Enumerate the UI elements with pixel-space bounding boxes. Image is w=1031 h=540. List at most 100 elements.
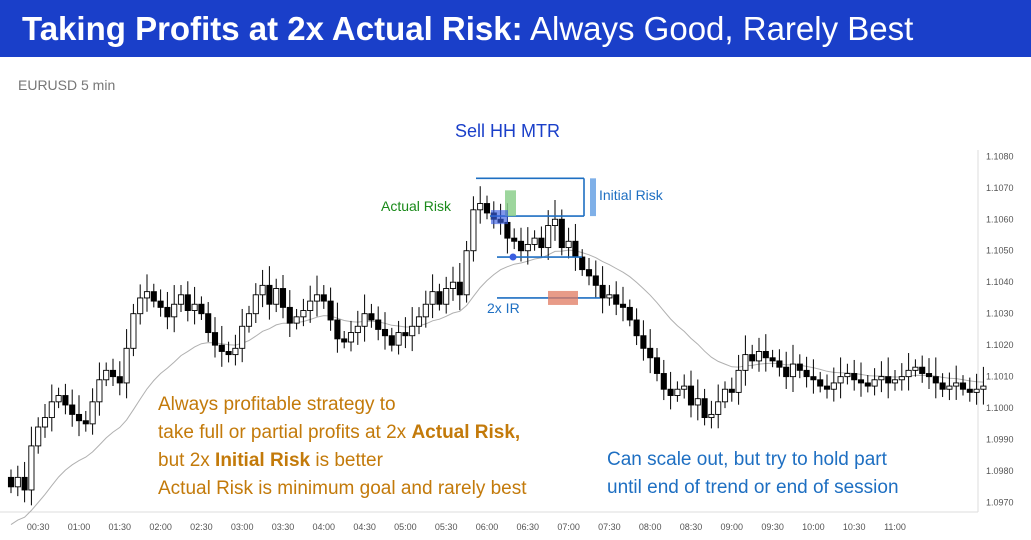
price-tick-label: 1.1030: [986, 309, 1014, 319]
candle-body: [483, 203, 491, 214]
candle-body: [776, 360, 783, 368]
candle-body: [687, 385, 695, 406]
title-bold: Taking Profits at 2x Actual Risk:: [22, 10, 523, 47]
candle-body: [939, 382, 946, 390]
candle-body: [558, 218, 565, 249]
time-tick-label: 01:30: [109, 522, 132, 532]
candle-body: [667, 388, 674, 396]
candle-body: [361, 313, 368, 327]
candle-body: [150, 291, 157, 302]
candle-body: [796, 363, 803, 371]
title-banner: Taking Profits at 2x Actual Risk: Always…: [0, 0, 1031, 57]
candle-body: [538, 237, 545, 249]
time-tick-label: 06:30: [517, 522, 540, 532]
candle-body: [41, 417, 49, 428]
price-tick-label: 1.1000: [986, 403, 1014, 413]
moving-average-line: [10, 249, 984, 526]
time-tick-label: 02:30: [190, 522, 213, 532]
time-tick-label: 10:30: [843, 522, 866, 532]
candle-body: [354, 325, 361, 334]
title-rest: Always Good, Rarely Best: [522, 10, 914, 47]
candle-body: [898, 376, 905, 381]
price-tick-label: 1.0970: [986, 498, 1014, 508]
candle-body: [572, 240, 579, 258]
actual-risk-label: Actual Risk: [381, 198, 452, 214]
candle-body: [864, 382, 871, 387]
candle-body: [463, 250, 470, 296]
candle-body: [164, 306, 171, 318]
candle-body: [837, 376, 844, 384]
time-tick-label: 08:00: [639, 522, 662, 532]
strategy-note-line-3: but 2x Initial Risk is better: [158, 447, 527, 475]
candle-body: [429, 291, 436, 305]
candle-body: [35, 426, 42, 447]
candle-body: [973, 388, 980, 393]
candle-body: [769, 357, 776, 362]
candle-body: [82, 420, 89, 425]
candle-body: [953, 382, 960, 387]
candle-body: [402, 332, 409, 337]
candle-body: [959, 382, 967, 390]
price-tick-label: 1.1070: [986, 183, 1014, 193]
candle-body: [252, 294, 259, 315]
time-tick-label: 05:00: [394, 522, 417, 532]
time-tick-label: 07:00: [557, 522, 580, 532]
candle-body: [551, 218, 559, 226]
candle-body: [313, 294, 321, 302]
scale-out-note-line-2: until end of trend or end of session: [607, 477, 899, 498]
candle-body: [395, 332, 402, 346]
candle-body: [531, 237, 538, 245]
candle-body: [415, 316, 423, 327]
candle-body: [218, 344, 225, 352]
candle-body: [633, 319, 640, 337]
candle-body: [307, 300, 314, 311]
strategy-note-line-1: Always profitable strategy to: [158, 394, 396, 415]
candle-body: [545, 225, 552, 249]
candle-body: [422, 303, 429, 318]
time-tick-label: 06:00: [476, 522, 499, 532]
time-tick-label: 08:30: [680, 522, 703, 532]
candle-body: [470, 209, 477, 252]
candles: [7, 186, 987, 506]
candle-body: [116, 376, 123, 384]
candle-body: [239, 325, 246, 349]
candle-body: [48, 401, 55, 419]
candle-body: [504, 221, 511, 239]
time-tick-label: 09:00: [721, 522, 744, 532]
target-hit-marker: [509, 253, 517, 261]
strategy-note: Always profitable strategy to take full …: [158, 391, 527, 503]
candle-body: [640, 335, 647, 349]
time-tick-label: 07:30: [598, 522, 621, 532]
candle-body: [477, 203, 484, 211]
candle-body: [885, 376, 892, 384]
candle-body: [851, 373, 858, 381]
candle-body: [341, 338, 348, 343]
time-tick-label: 09:30: [761, 522, 784, 532]
time-tick-label: 04:00: [313, 522, 336, 532]
candle-body: [28, 445, 35, 491]
candle-body: [715, 401, 722, 415]
price-tick-label: 1.1020: [986, 340, 1014, 350]
candle-body: [742, 354, 749, 371]
candle-body: [184, 294, 191, 311]
candle-body: [205, 313, 212, 334]
candle-body: [96, 379, 103, 403]
candle-body: [891, 379, 899, 384]
price-axis: 1.0970 1.0980 1.0990 1.1000 1.1010 1.1020 1.10…: [986, 151, 1014, 507]
candle-body: [300, 310, 307, 318]
candle-body: [966, 388, 973, 393]
candle-body: [259, 284, 266, 296]
candle-body: [579, 256, 586, 271]
candle-body: [789, 363, 797, 378]
time-tick-label: 11:00: [884, 522, 906, 532]
candle-body: [191, 303, 198, 311]
time-tick-label: 05:30: [435, 522, 458, 532]
price-tick-label: 1.1080: [986, 151, 1014, 161]
candle-body: [375, 319, 382, 330]
candle-body: [803, 369, 810, 378]
candle-body: [647, 347, 654, 359]
candle-body: [177, 294, 185, 305]
candle-body: [198, 303, 205, 315]
candle-body: [286, 306, 293, 324]
